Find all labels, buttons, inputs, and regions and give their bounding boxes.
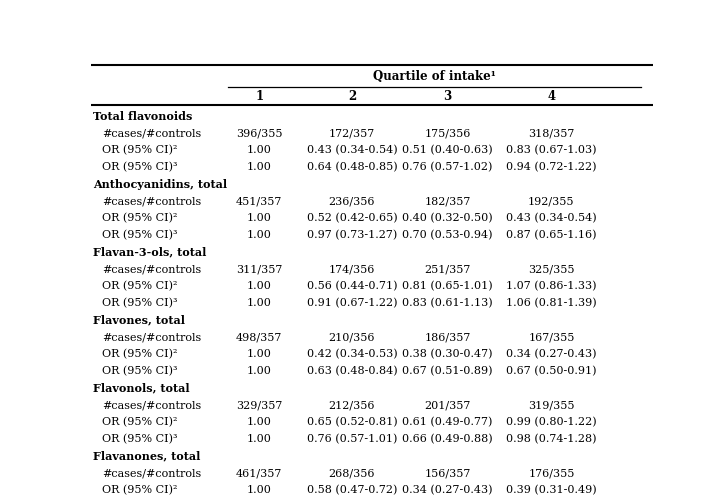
Text: 1: 1 [255,90,263,103]
Text: 0.87 (0.65-1.16): 0.87 (0.65-1.16) [506,229,597,240]
Text: 0.51 (0.40-0.63): 0.51 (0.40-0.63) [402,145,493,155]
Text: 251/357: 251/357 [424,264,471,274]
Text: 0.39 (0.31-0.49): 0.39 (0.31-0.49) [506,484,597,494]
Text: OR (95% CI)³: OR (95% CI)³ [102,433,178,443]
Text: 182/357: 182/357 [424,196,471,206]
Text: 236/356: 236/356 [328,196,375,206]
Text: 0.40 (0.32-0.50): 0.40 (0.32-0.50) [402,212,493,223]
Text: 0.81 (0.65-1.01): 0.81 (0.65-1.01) [402,281,493,291]
Text: OR (95% CI)³: OR (95% CI)³ [102,365,178,376]
Text: 1.00: 1.00 [247,349,272,358]
Text: OR (95% CI)³: OR (95% CI)³ [102,298,178,308]
Text: 0.83 (0.67-1.03): 0.83 (0.67-1.03) [506,145,597,155]
Text: 0.34 (0.27-0.43): 0.34 (0.27-0.43) [402,484,493,494]
Text: Flavanones, total: Flavanones, total [94,450,201,461]
Text: #cases/#controls: #cases/#controls [102,196,201,206]
Text: 0.65 (0.52-0.81): 0.65 (0.52-0.81) [307,416,397,426]
Text: 0.76 (0.57-1.01): 0.76 (0.57-1.01) [307,433,397,443]
Text: 268/356: 268/356 [328,467,375,477]
Text: 0.38 (0.30-0.47): 0.38 (0.30-0.47) [402,348,493,359]
Text: 0.94 (0.72-1.22): 0.94 (0.72-1.22) [506,162,597,172]
Text: Flavan-3-ols, total: Flavan-3-ols, total [94,246,207,257]
Text: 0.43 (0.34-0.54): 0.43 (0.34-0.54) [506,212,597,223]
Text: Flavonols, total: Flavonols, total [94,382,190,393]
Text: Quartile of intake¹: Quartile of intake¹ [373,70,496,83]
Text: 174/356: 174/356 [328,264,375,274]
Text: 0.97 (0.73-1.27): 0.97 (0.73-1.27) [307,229,397,240]
Text: 0.63 (0.48-0.84): 0.63 (0.48-0.84) [307,365,397,376]
Text: 325/355: 325/355 [528,264,575,274]
Text: 201/357: 201/357 [424,399,471,409]
Text: 1.00: 1.00 [247,433,272,443]
Text: 1.00: 1.00 [247,416,272,426]
Text: #cases/#controls: #cases/#controls [102,264,201,274]
Text: 0.34 (0.27-0.43): 0.34 (0.27-0.43) [506,348,597,359]
Text: 329/357: 329/357 [236,399,282,409]
Text: 0.66 (0.49-0.88): 0.66 (0.49-0.88) [402,433,493,443]
Text: 1.00: 1.00 [247,281,272,291]
Text: 172/357: 172/357 [328,128,375,138]
Text: OR (95% CI)²: OR (95% CI)² [102,416,178,426]
Text: 175/356: 175/356 [424,128,471,138]
Text: #cases/#controls: #cases/#controls [102,399,201,409]
Text: 0.64 (0.48-0.85): 0.64 (0.48-0.85) [307,162,397,172]
Text: OR (95% CI)²: OR (95% CI)² [102,281,178,291]
Text: 319/355: 319/355 [528,399,575,409]
Text: 0.61 (0.49-0.77): 0.61 (0.49-0.77) [402,416,492,426]
Text: 176/355: 176/355 [529,467,574,477]
Text: #cases/#controls: #cases/#controls [102,332,201,342]
Text: 311/357: 311/357 [236,264,282,274]
Text: 451/357: 451/357 [236,196,282,206]
Text: 396/355: 396/355 [236,128,283,138]
Text: 0.83 (0.61-1.13): 0.83 (0.61-1.13) [402,298,493,308]
Text: 167/355: 167/355 [529,332,574,342]
Text: 0.99 (0.80-1.22): 0.99 (0.80-1.22) [506,416,597,426]
Text: OR (95% CI)²: OR (95% CI)² [102,348,178,359]
Text: Total flavonoids: Total flavonoids [94,110,193,121]
Text: 156/357: 156/357 [424,467,471,477]
Text: 212/356: 212/356 [328,399,375,409]
Text: 0.52 (0.42-0.65): 0.52 (0.42-0.65) [307,212,397,223]
Text: 192/355: 192/355 [528,196,575,206]
Text: OR (95% CI)²: OR (95% CI)² [102,145,178,155]
Text: OR (95% CI)³: OR (95% CI)³ [102,162,178,172]
Text: 186/357: 186/357 [424,332,471,342]
Text: OR (95% CI)²: OR (95% CI)² [102,212,178,223]
Text: 2: 2 [348,90,356,103]
Text: 461/357: 461/357 [236,467,282,477]
Text: 0.42 (0.34-0.53): 0.42 (0.34-0.53) [307,348,397,359]
Text: Anthocyanidins, total: Anthocyanidins, total [94,178,228,189]
Text: 1.00: 1.00 [247,213,272,222]
Text: 1.00: 1.00 [247,162,272,172]
Text: 0.67 (0.51-0.89): 0.67 (0.51-0.89) [402,365,493,376]
Text: 3: 3 [443,90,452,103]
Text: 0.67 (0.50-0.91): 0.67 (0.50-0.91) [506,365,597,376]
Text: 1.07 (0.86-1.33): 1.07 (0.86-1.33) [506,281,597,291]
Text: OR (95% CI)²: OR (95% CI)² [102,484,178,494]
Text: 0.58 (0.47-0.72): 0.58 (0.47-0.72) [307,484,397,494]
Text: 0.91 (0.67-1.22): 0.91 (0.67-1.22) [307,298,397,308]
Text: 1.00: 1.00 [247,365,272,375]
Text: #cases/#controls: #cases/#controls [102,467,201,477]
Text: 1.06 (0.81-1.39): 1.06 (0.81-1.39) [506,298,597,308]
Text: 4: 4 [547,90,555,103]
Text: 0.70 (0.53-0.94): 0.70 (0.53-0.94) [402,229,493,240]
Text: 0.98 (0.74-1.28): 0.98 (0.74-1.28) [506,433,597,443]
Text: 0.56 (0.44-0.71): 0.56 (0.44-0.71) [307,281,397,291]
Text: 210/356: 210/356 [328,332,375,342]
Text: 0.76 (0.57-1.02): 0.76 (0.57-1.02) [402,162,492,172]
Text: 1.00: 1.00 [247,145,272,155]
Text: 1.00: 1.00 [247,298,272,308]
Text: 0.43 (0.34-0.54): 0.43 (0.34-0.54) [307,145,397,155]
Text: 1.00: 1.00 [247,484,272,494]
Text: 318/357: 318/357 [529,128,574,138]
Text: #cases/#controls: #cases/#controls [102,128,201,138]
Text: 498/357: 498/357 [236,332,282,342]
Text: 1.00: 1.00 [247,229,272,239]
Text: Flavones, total: Flavones, total [94,314,186,325]
Text: OR (95% CI)³: OR (95% CI)³ [102,229,178,240]
